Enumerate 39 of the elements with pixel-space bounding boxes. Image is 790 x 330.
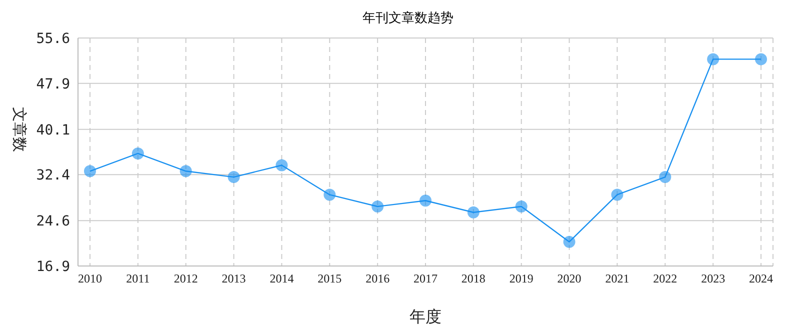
x-tick-label: 2013 (222, 272, 246, 286)
y-tick-label: 24.6 (36, 214, 70, 230)
point (228, 171, 240, 184)
x-tick-label: 2022 (653, 272, 678, 286)
point (324, 188, 336, 201)
y-axis-title: 文章数 (10, 107, 28, 152)
x-tick-label: 2017 (414, 272, 438, 286)
y-tick-label: 16.9 (36, 258, 70, 275)
x-tick-label: 2014 (270, 272, 294, 286)
x-axis-title: 年度 (410, 308, 442, 326)
point (420, 194, 432, 207)
y-tick-label: 55.6 (36, 30, 70, 47)
point (372, 200, 384, 212)
point (132, 147, 144, 160)
y-tick-label: 40.1 (36, 122, 70, 138)
x-tick-label: 2024 (749, 272, 773, 286)
point (515, 200, 528, 212)
chart-title: 年刊文章数趋势 (362, 9, 454, 27)
point (611, 188, 624, 201)
x-tick-label: 2018 (461, 272, 486, 286)
x-tick-label: 2019 (509, 272, 534, 286)
point (180, 165, 192, 178)
x-tick-label: 2012 (174, 272, 198, 286)
x-tick-label: 2023 (701, 272, 726, 286)
point (563, 236, 576, 248)
point (467, 206, 480, 218)
y-tick-label: 32.4 (36, 168, 70, 184)
x-tick-label: 2011 (126, 272, 150, 286)
x-tick-label: 2016 (366, 272, 390, 286)
point (755, 53, 767, 66)
point (707, 53, 720, 66)
point (276, 159, 288, 172)
y-tick-label: 47.9 (36, 76, 70, 92)
point (659, 171, 672, 184)
x-tick-label: 2020 (557, 272, 582, 286)
x-tick-label: 2010 (78, 272, 102, 286)
x-tick-label: 2021 (605, 272, 630, 286)
point (84, 165, 96, 178)
x-tick-label: 2015 (318, 272, 342, 286)
